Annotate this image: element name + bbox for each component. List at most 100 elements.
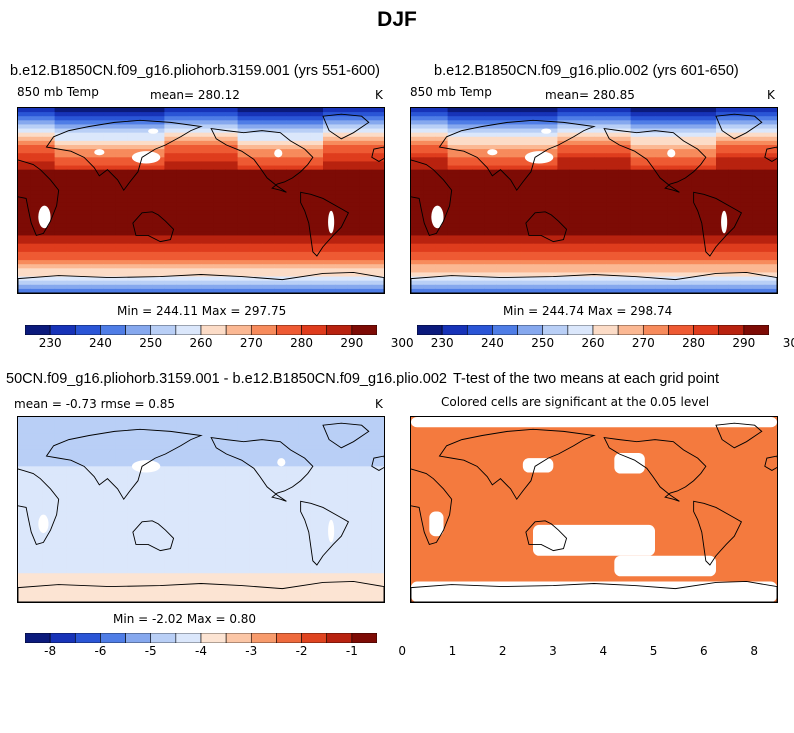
diff-cell <box>91 548 104 554</box>
diff-cell <box>79 486 92 492</box>
temp-cell <box>115 153 129 158</box>
temp-cell <box>115 116 129 121</box>
temp-cell <box>249 288 263 293</box>
temp-cell <box>496 177 510 183</box>
temp-cell <box>298 169 312 175</box>
temp-cell <box>201 124 214 130</box>
temp-cell <box>520 247 534 253</box>
diff-cell <box>262 581 275 587</box>
temp-cell <box>655 206 668 212</box>
temp-cell <box>262 112 275 117</box>
temp-cell <box>764 251 777 257</box>
temp-cell <box>18 120 31 125</box>
diff-cell <box>335 429 348 434</box>
diff-cell <box>188 573 202 578</box>
temp-cell <box>752 219 766 224</box>
temp-cell <box>140 276 153 282</box>
diff-cell <box>103 552 117 558</box>
temp-cell <box>545 132 558 138</box>
not-significant-region <box>411 581 777 602</box>
temp-cell <box>484 288 497 293</box>
diff-cell <box>213 441 226 447</box>
temp-cell <box>310 235 324 241</box>
temp-cell <box>520 198 534 204</box>
temp-cell <box>679 264 693 269</box>
diff-cell <box>42 593 56 599</box>
diff-cell <box>18 449 31 455</box>
temp-cell <box>630 223 644 228</box>
temp-cell <box>152 276 165 282</box>
diff-cell <box>18 503 31 508</box>
temp-cell <box>30 264 43 269</box>
temp-cell <box>286 288 300 293</box>
panel4-subtitle: Colored cells are significant at the 0.0… <box>441 395 710 409</box>
temp-cell <box>655 235 668 241</box>
temp-cell <box>140 198 153 204</box>
temp-cell <box>703 165 717 171</box>
diff-cell <box>127 552 141 558</box>
temp-cell <box>764 161 777 167</box>
temp-cell <box>630 186 644 191</box>
panel1-mean-label: mean= 280.12 <box>150 88 240 102</box>
diff-cell <box>42 540 56 545</box>
temp-cell <box>581 140 595 146</box>
colorbar-cell <box>743 325 769 335</box>
diff-cell <box>274 478 287 484</box>
masked-terrain <box>487 149 498 156</box>
temp-cell <box>716 186 729 191</box>
temp-cell <box>630 235 644 241</box>
temp-cell <box>435 149 449 154</box>
temp-cell <box>691 284 705 290</box>
temp-cell <box>447 186 461 191</box>
temp-cell <box>411 210 424 216</box>
temp-cell <box>764 190 777 195</box>
diff-cell <box>91 573 104 578</box>
panel3-units-label: K <box>375 397 383 411</box>
temp-cell <box>642 120 656 125</box>
diff-cell <box>188 528 202 533</box>
temp-cell <box>581 239 595 245</box>
temp-cell <box>472 132 485 138</box>
temp-cell <box>569 272 583 278</box>
temp-cell <box>716 157 729 162</box>
diff-cell <box>30 560 43 566</box>
temp-cell <box>201 227 214 232</box>
diff-cell <box>188 474 202 480</box>
diff-cell <box>30 449 43 455</box>
diff-cell <box>274 449 287 455</box>
diff-cell <box>225 573 239 578</box>
diff-cell <box>79 569 92 574</box>
diff-cell <box>335 597 348 602</box>
temp-cell <box>115 149 129 154</box>
diff-cell <box>249 429 263 434</box>
temp-cell <box>411 186 424 191</box>
diff-cell <box>323 445 336 451</box>
temp-cell <box>286 276 300 282</box>
temp-cell <box>249 227 263 232</box>
temp-cell <box>262 272 275 278</box>
temp-cell <box>581 124 595 130</box>
temp-cell <box>508 108 522 113</box>
temp-cell <box>103 177 117 183</box>
colorbar-cell <box>718 325 745 335</box>
temp-cell <box>423 194 436 199</box>
panel3-colorbar <box>25 633 377 643</box>
diff-cell <box>262 569 275 574</box>
temp-cell <box>679 206 693 212</box>
diff-cell <box>127 581 141 587</box>
temp-cell <box>545 268 558 273</box>
temp-cell <box>581 264 595 269</box>
temp-cell <box>54 173 68 179</box>
temp-cell <box>411 243 424 249</box>
temp-cell <box>359 161 373 167</box>
temp-cell <box>298 153 312 158</box>
colorbar-tick-label: -8 <box>44 644 57 658</box>
temp-cell <box>642 186 656 191</box>
temp-cell <box>569 182 583 187</box>
temp-cell <box>435 276 449 282</box>
temp-cell <box>691 124 705 130</box>
temp-cell <box>484 198 497 204</box>
temp-cell <box>423 190 436 195</box>
colorbar-tick-label: 250 <box>139 336 163 350</box>
diff-cell <box>371 417 384 422</box>
